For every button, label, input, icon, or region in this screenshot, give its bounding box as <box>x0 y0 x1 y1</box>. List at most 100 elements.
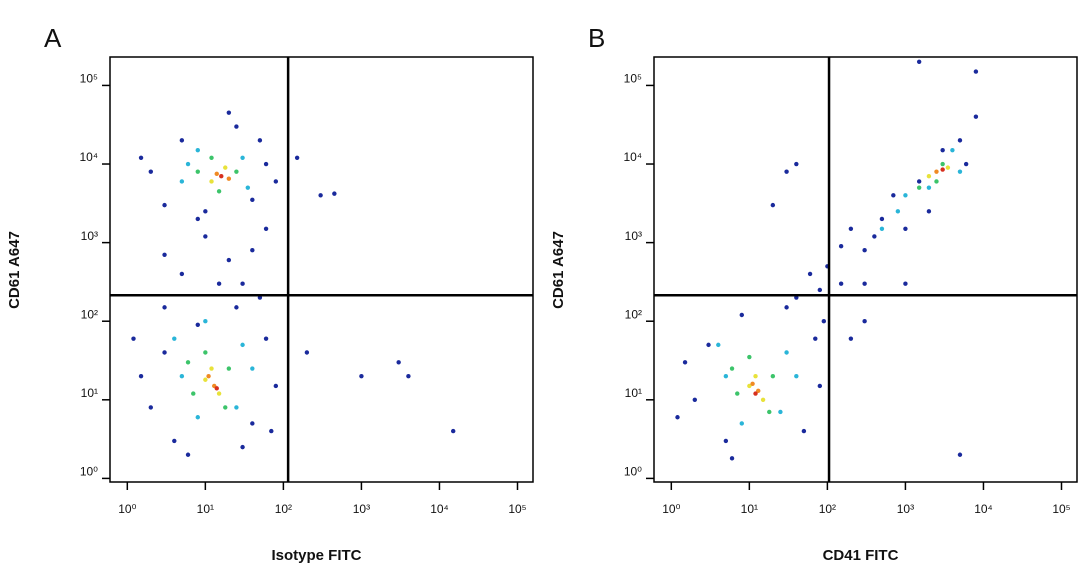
event-dot <box>778 409 783 415</box>
event-dot <box>903 226 908 231</box>
event-dot <box>240 155 245 161</box>
event-dot <box>794 161 799 167</box>
y-tick-label: 10³ <box>81 229 98 243</box>
event-dot <box>945 165 951 170</box>
event-dot <box>245 185 251 190</box>
event-dot <box>148 405 154 410</box>
event-dot <box>692 397 698 403</box>
x-tick-label: 10⁵ <box>508 502 526 516</box>
event-dot <box>848 336 854 341</box>
event-dot <box>269 428 274 434</box>
event-dot <box>926 173 932 179</box>
event-dot <box>250 248 255 253</box>
event-dot <box>784 169 789 174</box>
event-dot <box>148 169 154 174</box>
event-dot <box>784 305 789 310</box>
event-dot <box>203 350 208 355</box>
event-dot <box>263 161 269 167</box>
event-dot <box>195 169 200 174</box>
event-dot <box>916 179 922 184</box>
event-dot <box>257 138 263 143</box>
event-dot <box>234 305 239 310</box>
event-dot <box>209 366 214 371</box>
event-dot <box>784 350 789 355</box>
panel: B 10⁰ 10¹ 10² 10³ 10⁴ 10⁵ 10⁰ 10¹ 10² 10³ 10⁴ 10⁵ CD4… <box>550 23 1078 563</box>
event-dot <box>760 397 766 403</box>
event-dot <box>359 373 364 379</box>
event-dot <box>817 383 823 389</box>
y-tick-label: 10⁴ <box>623 150 642 164</box>
y-axis-label: CD61 A647 <box>6 231 23 309</box>
event-dot <box>216 281 222 286</box>
x-tick-label: 10³ <box>353 502 370 516</box>
y-axis-label: CD61 A647 <box>550 231 567 309</box>
event-dot <box>294 155 300 161</box>
panel-label: A <box>44 23 62 53</box>
x-tick-label: 10⁴ <box>430 502 449 516</box>
y-tick-label: 10² <box>625 307 642 321</box>
event-dot <box>219 173 224 179</box>
event-dot <box>934 179 939 184</box>
event-dot <box>234 405 239 410</box>
event-dot <box>739 312 744 318</box>
event-dot <box>916 185 922 190</box>
event-dot <box>185 452 191 457</box>
x-axis-label: Isotype FITC <box>271 547 361 563</box>
event-dot <box>940 161 945 167</box>
event-dot <box>451 428 456 434</box>
event-dot <box>203 209 208 214</box>
event-dot <box>273 383 279 389</box>
event-dot <box>263 336 269 341</box>
x-tick-label: 10¹ <box>741 502 758 516</box>
event-dot <box>216 391 222 396</box>
event-dot <box>179 271 185 277</box>
event-dot <box>263 226 269 231</box>
event-dot <box>957 138 963 143</box>
event-dot <box>903 193 908 198</box>
event-dot <box>185 360 191 365</box>
x-tick-label: 10³ <box>897 502 914 516</box>
event-dot <box>203 377 208 382</box>
event-dot <box>214 171 219 177</box>
y-tick-label: 10² <box>81 307 98 321</box>
event-dot <box>162 202 167 208</box>
event-dot <box>862 319 867 324</box>
event-dot <box>903 281 908 286</box>
x-tick-label: 10¹ <box>197 502 214 516</box>
y-tick-label: 10⁴ <box>79 150 98 164</box>
y-tick-label: 10¹ <box>81 386 98 400</box>
plot-frame <box>109 56 534 483</box>
event-dot <box>891 193 896 198</box>
event-dot <box>206 373 211 379</box>
event-dot <box>240 444 245 450</box>
event-dot <box>216 189 222 194</box>
event-dot <box>179 179 185 184</box>
event-dot <box>770 373 776 379</box>
event-dot <box>950 147 955 153</box>
event-dot <box>879 226 885 231</box>
event-dot <box>138 373 144 379</box>
event-dot <box>753 373 758 379</box>
y-tick-label: 10⁰ <box>624 465 642 479</box>
x-tick-label: 10⁵ <box>1052 502 1070 516</box>
event-dot <box>240 281 245 286</box>
event-dot <box>957 452 963 457</box>
event-dot <box>162 305 167 310</box>
event-dot <box>735 391 740 396</box>
event-dot <box>926 209 932 214</box>
event-dot <box>747 354 752 360</box>
event-dot <box>250 366 255 371</box>
event-dot <box>273 179 279 184</box>
event-dot <box>729 456 735 461</box>
event-dot <box>838 281 844 286</box>
x-tick-label: 10² <box>819 502 836 516</box>
event-dot <box>185 161 191 167</box>
event-dot <box>817 287 823 293</box>
y-tick-label: 10⁵ <box>624 72 642 86</box>
event-dot <box>131 336 136 341</box>
event-dot <box>209 155 214 161</box>
event-dot <box>838 244 844 249</box>
event-dot <box>195 415 200 420</box>
event-dot <box>675 415 680 420</box>
